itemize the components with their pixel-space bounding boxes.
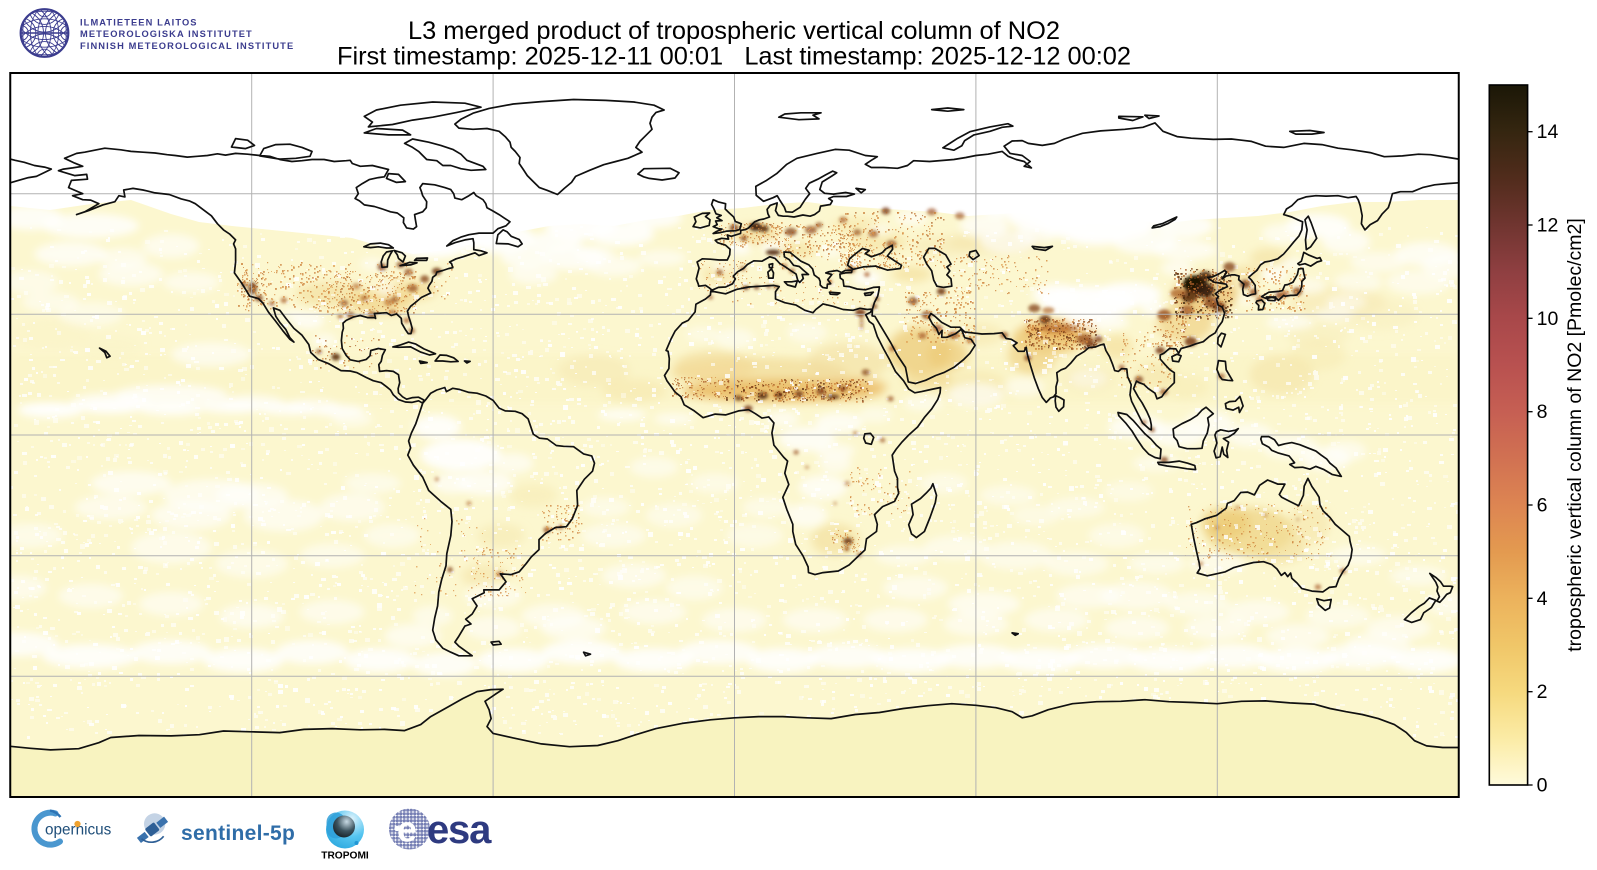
svg-text:10: 10	[1537, 308, 1559, 330]
svg-text:TROPOMI: TROPOMI	[321, 851, 369, 862]
svg-text:First timestamp: 2025-12-11 00: First timestamp: 2025-12-11 00:01 Last t…	[337, 43, 1131, 71]
svg-text:ILMATIETEEN LAITOS: ILMATIETEEN LAITOS	[80, 18, 198, 28]
svg-text:L3 merged product of troposphe: L3 merged product of tropospheric vertic…	[408, 17, 1060, 45]
svg-text:4: 4	[1537, 588, 1548, 610]
svg-text:2: 2	[1537, 681, 1548, 703]
svg-text:e: e	[397, 809, 417, 850]
svg-text:FINNISH METEOROLOGICAL INSTITU: FINNISH METEOROLOGICAL INSTITUTE	[80, 41, 294, 51]
svg-text:6: 6	[1537, 495, 1548, 517]
svg-text:METEOROLOGISKA INSTITUTET: METEOROLOGISKA INSTITUTET	[80, 29, 253, 39]
svg-text:opernicus: opernicus	[45, 822, 112, 839]
svg-text:8: 8	[1537, 401, 1548, 423]
svg-text:0: 0	[1537, 775, 1548, 797]
svg-text:sentinel-5p: sentinel-5p	[181, 822, 295, 845]
svg-text:14: 14	[1537, 121, 1559, 143]
svg-text:12: 12	[1537, 215, 1559, 237]
svg-text:tropospheric vertical column o: tropospheric vertical column of NO2 [Pmo…	[1564, 218, 1586, 652]
svg-text:esa: esa	[427, 808, 492, 852]
